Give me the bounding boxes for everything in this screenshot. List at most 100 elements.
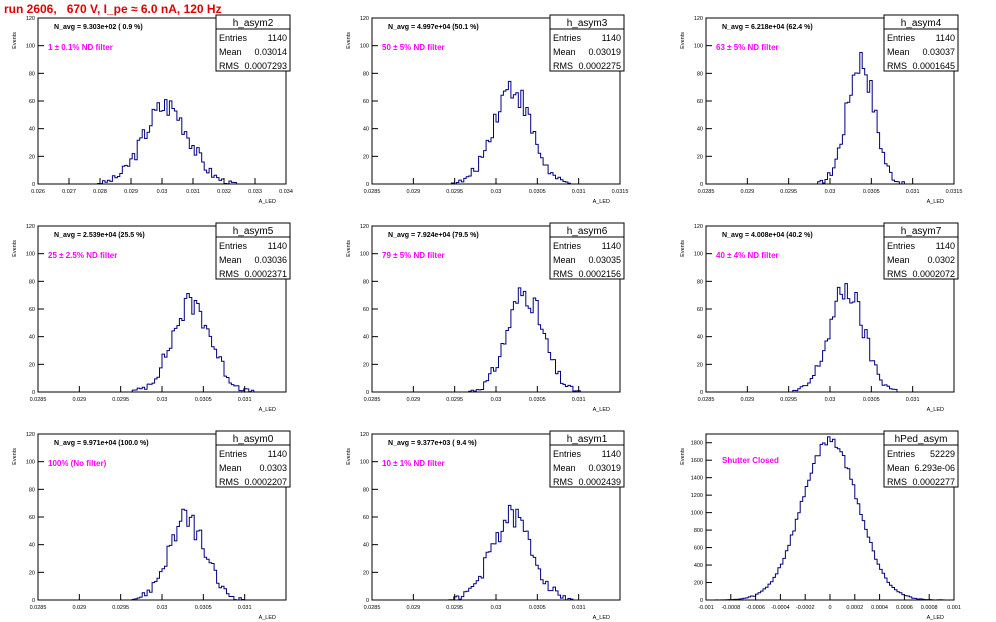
histogram-bars xyxy=(38,99,286,185)
stats-value: 0.0002371 xyxy=(244,269,287,279)
y-tick-label: 120 xyxy=(694,16,703,22)
y-tick-label: 40 xyxy=(363,127,369,133)
y-tick-label: 1200 xyxy=(691,493,703,499)
x-tick-label: 0.0305 xyxy=(195,397,212,403)
stats-label: Entries xyxy=(553,241,582,251)
x-tick-label: 0.032 xyxy=(217,189,231,195)
y-tick-label: 80 xyxy=(363,279,369,285)
y-tick-label: 1000 xyxy=(691,511,703,517)
stats-value: 0.03037 xyxy=(922,47,955,57)
stats-label: Entries xyxy=(553,33,582,43)
histogram-panel-h_asym3: 0 20 40 60 80 100 120 0.0285 0.029 0.0295 0.03 0.03… xyxy=(346,14,629,205)
stats-label: Entries xyxy=(219,449,248,459)
stats-title: hPed_asym xyxy=(895,434,948,445)
x-tick-label: 0 xyxy=(828,605,831,611)
y-tick-label: 80 xyxy=(363,487,369,493)
y-tick-label: 120 xyxy=(694,224,703,230)
y-tick-label: 0 xyxy=(366,390,369,396)
filter-label: 10 ± 1% ND filter xyxy=(382,459,445,468)
x-tick-label: 0.0004 xyxy=(871,605,888,611)
stats-title: h_asym6 xyxy=(567,226,608,237)
x-tick-label: 0.0295 xyxy=(780,189,797,195)
stats-value: 0.03035 xyxy=(588,255,621,265)
x-tick-label: 0.0295 xyxy=(112,397,129,403)
y-tick-label: 40 xyxy=(29,127,35,133)
x-tick-label: 0.0305 xyxy=(195,605,212,611)
x-tick-label: 0.031 xyxy=(572,397,586,403)
y-tick-label: 120 xyxy=(26,432,35,438)
stats-title: h_asym3 xyxy=(567,18,608,29)
x-tick-label: 0.001 xyxy=(947,605,961,611)
navg-label: N_avg = 9.377e+03 ( 9.4 %) xyxy=(388,440,477,447)
stats-label: Mean xyxy=(887,47,910,57)
y-axis-label: Events xyxy=(346,32,352,49)
x-tick-label: 0.0285 xyxy=(364,397,381,403)
x-tick-label: 0.0305 xyxy=(863,397,880,403)
stats-value: 52229 xyxy=(930,449,955,459)
stats-box xyxy=(215,430,291,488)
y-tick-label: 20 xyxy=(29,362,35,368)
stats-value: 1140 xyxy=(936,33,955,43)
stats-title: h_asym5 xyxy=(233,226,274,237)
x-tick-label: 0.03 xyxy=(825,189,836,195)
x-tick-label: 0.029 xyxy=(406,605,420,611)
histogram-bars xyxy=(706,283,954,393)
stats-value: 0.03019 xyxy=(588,463,621,473)
y-tick-label: 100 xyxy=(360,252,369,258)
x-tick-label: 0.03 xyxy=(157,189,168,195)
y-tick-label: 40 xyxy=(29,543,35,549)
stats-title: h_asym0 xyxy=(233,434,274,445)
x-axis-label: A_LED xyxy=(927,407,944,413)
stats-label: RMS xyxy=(887,61,907,71)
x-tick-label: 0.0295 xyxy=(446,189,463,195)
y-tick-label: 120 xyxy=(26,16,35,22)
y-tick-label: 100 xyxy=(26,460,35,466)
y-axis-label: Events xyxy=(12,32,18,49)
y-tick-label: 40 xyxy=(697,127,703,133)
y-axis-label: Events xyxy=(12,240,18,257)
stats-value: 0.0002072 xyxy=(912,269,955,279)
stats-label: Mean xyxy=(553,463,576,473)
stats-label: RMS xyxy=(219,61,239,71)
navg-label: N_avg = 6.218e+04 (62.4 %) xyxy=(722,24,813,31)
x-tick-label: 0.029 xyxy=(124,189,138,195)
stats-box xyxy=(215,222,291,280)
x-tick-label: 0.029 xyxy=(406,189,420,195)
filter-label: 25 ± 2.5% ND filter xyxy=(48,251,117,260)
x-tick-label: 0.0008 xyxy=(921,605,938,611)
x-tick-label: 0.0006 xyxy=(896,605,913,611)
x-tick-label: 0.031 xyxy=(238,397,252,403)
x-axis-label: A_LED xyxy=(927,615,944,621)
x-tick-label: 0.0295 xyxy=(780,397,797,403)
y-axis-label: Events xyxy=(346,240,352,257)
y-tick-label: 40 xyxy=(697,335,703,341)
y-tick-label: 60 xyxy=(697,99,703,105)
stats-value: 0.0007293 xyxy=(244,61,287,71)
stats-value: 0.0302 xyxy=(927,255,955,265)
x-tick-label: 0.0285 xyxy=(698,397,715,403)
histogram-bars xyxy=(706,436,954,601)
x-tick-label: 0.0285 xyxy=(30,397,47,403)
y-tick-label: 0 xyxy=(32,182,35,188)
x-tick-label: 0.033 xyxy=(248,189,262,195)
stats-label: RMS xyxy=(219,269,239,279)
y-tick-label: 20 xyxy=(363,154,369,160)
stats-value: 0.0002275 xyxy=(578,61,621,71)
stats-title: h_asym1 xyxy=(567,434,608,445)
x-tick-label: 0.0002 xyxy=(846,605,863,611)
stats-label: Mean xyxy=(887,463,910,473)
stats-label: Mean xyxy=(553,255,576,265)
stats-value: 0.0002156 xyxy=(578,269,621,279)
x-tick-label: 0.0315 xyxy=(612,189,629,195)
x-tick-label: 0.031 xyxy=(906,189,920,195)
stats-value: 0.0303 xyxy=(259,463,287,473)
y-tick-label: 600 xyxy=(694,546,703,552)
y-tick-label: 40 xyxy=(363,335,369,341)
histogram-panel-h_asym5: 0 20 40 60 80 100 120 0.0285 0.029 0.0295 0.03 0.03… xyxy=(12,222,291,413)
stats-box xyxy=(883,14,959,72)
stats-box xyxy=(549,430,625,488)
y-tick-label: 100 xyxy=(360,460,369,466)
y-tick-label: 1600 xyxy=(691,458,703,464)
stats-value: 1140 xyxy=(268,33,287,43)
